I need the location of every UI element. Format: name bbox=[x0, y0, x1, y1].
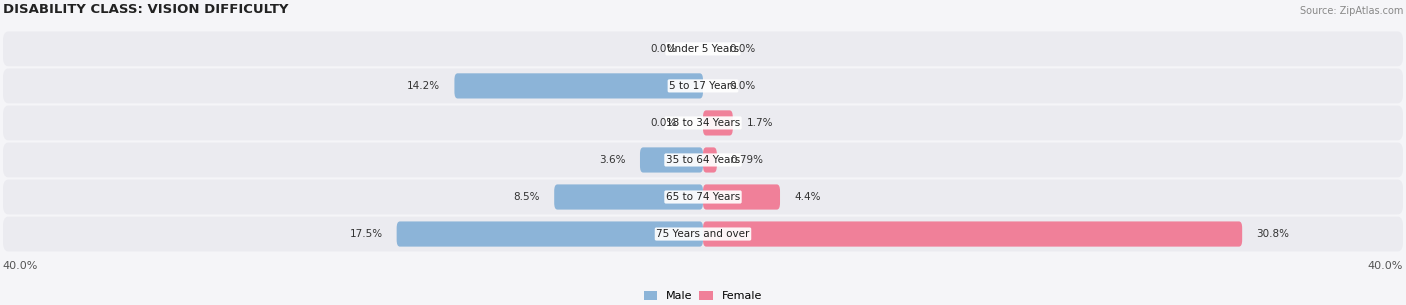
Text: DISABILITY CLASS: VISION DIFFICULTY: DISABILITY CLASS: VISION DIFFICULTY bbox=[3, 3, 288, 16]
Text: 18 to 34 Years: 18 to 34 Years bbox=[666, 118, 740, 128]
FancyBboxPatch shape bbox=[3, 180, 1403, 214]
FancyBboxPatch shape bbox=[703, 185, 780, 210]
Text: Under 5 Years: Under 5 Years bbox=[666, 44, 740, 54]
Text: 0.0%: 0.0% bbox=[651, 44, 676, 54]
Text: 40.0%: 40.0% bbox=[1368, 261, 1403, 271]
FancyBboxPatch shape bbox=[3, 31, 1403, 66]
Text: 0.0%: 0.0% bbox=[730, 81, 755, 91]
Text: 35 to 64 Years: 35 to 64 Years bbox=[666, 155, 740, 165]
FancyBboxPatch shape bbox=[396, 221, 703, 247]
Legend: Male, Female: Male, Female bbox=[640, 287, 766, 305]
FancyBboxPatch shape bbox=[3, 217, 1403, 251]
FancyBboxPatch shape bbox=[640, 147, 703, 173]
Text: 75 Years and over: 75 Years and over bbox=[657, 229, 749, 239]
FancyBboxPatch shape bbox=[554, 185, 703, 210]
FancyBboxPatch shape bbox=[3, 142, 1403, 178]
Text: 17.5%: 17.5% bbox=[350, 229, 382, 239]
FancyBboxPatch shape bbox=[3, 106, 1403, 140]
FancyBboxPatch shape bbox=[3, 69, 1403, 103]
Text: 0.79%: 0.79% bbox=[731, 155, 763, 165]
Text: 0.0%: 0.0% bbox=[651, 118, 676, 128]
FancyBboxPatch shape bbox=[703, 147, 717, 173]
Text: 1.7%: 1.7% bbox=[747, 118, 773, 128]
FancyBboxPatch shape bbox=[703, 221, 1241, 247]
FancyBboxPatch shape bbox=[454, 73, 703, 99]
Text: 3.6%: 3.6% bbox=[599, 155, 626, 165]
FancyBboxPatch shape bbox=[703, 110, 733, 135]
Text: 4.4%: 4.4% bbox=[794, 192, 821, 202]
Text: 8.5%: 8.5% bbox=[513, 192, 540, 202]
Text: 14.2%: 14.2% bbox=[408, 81, 440, 91]
Text: 0.0%: 0.0% bbox=[730, 44, 755, 54]
Text: 30.8%: 30.8% bbox=[1256, 229, 1289, 239]
Text: 5 to 17 Years: 5 to 17 Years bbox=[669, 81, 737, 91]
Text: 40.0%: 40.0% bbox=[3, 261, 38, 271]
Text: Source: ZipAtlas.com: Source: ZipAtlas.com bbox=[1301, 6, 1403, 16]
Text: 65 to 74 Years: 65 to 74 Years bbox=[666, 192, 740, 202]
